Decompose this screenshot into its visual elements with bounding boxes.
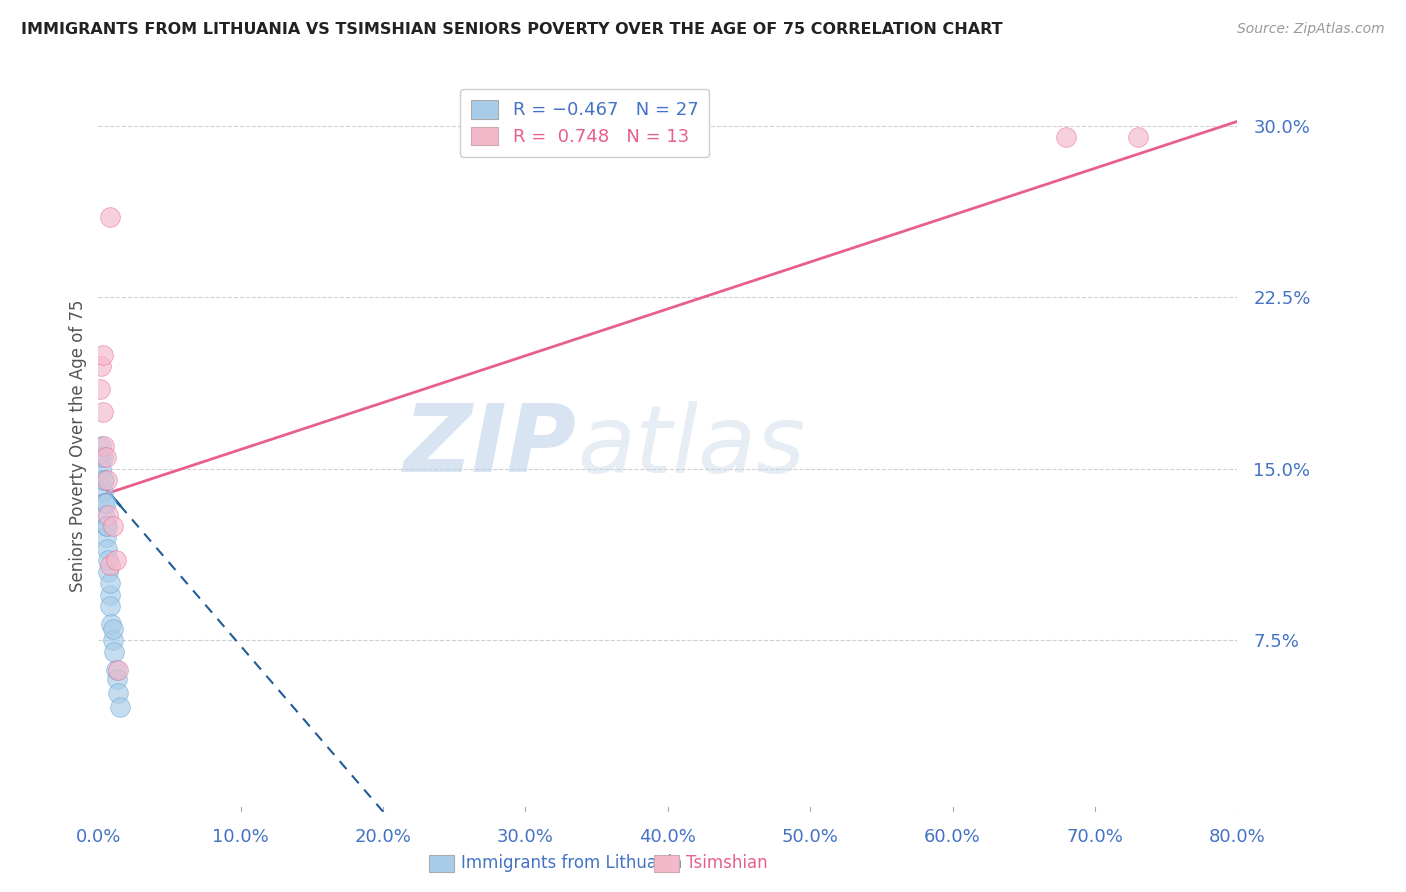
Point — [96, 519, 118, 533]
Text: IMMIGRANTS FROM LITHUANIA VS TSIMSHIAN SENIORS POVERTY OVER THE AGE OF 75 CORREL: IMMIGRANTS FROM LITHUANIA VS TSIMSHIAN S… — [21, 22, 1002, 37]
Point — [1126, 130, 1149, 145]
Point — [101, 633, 124, 648]
Text: ZIP: ZIP — [404, 400, 576, 492]
Point — [107, 663, 129, 677]
Point — [105, 672, 128, 686]
Point — [90, 462, 112, 476]
Point — [94, 519, 117, 533]
Point — [93, 473, 115, 487]
Point — [100, 617, 122, 632]
Point — [90, 439, 112, 453]
Text: atlas: atlas — [576, 401, 806, 491]
Point — [97, 553, 120, 567]
Point — [89, 382, 111, 396]
Text: Tsimshian: Tsimshian — [686, 855, 768, 872]
Point — [107, 686, 129, 700]
Point — [108, 699, 131, 714]
Point — [91, 347, 114, 362]
Point — [93, 508, 115, 522]
Point — [91, 450, 114, 465]
Point — [98, 576, 121, 591]
Point — [101, 519, 124, 533]
Point — [94, 530, 117, 544]
Point — [98, 211, 121, 225]
Point — [103, 645, 125, 659]
Text: Source: ZipAtlas.com: Source: ZipAtlas.com — [1237, 22, 1385, 37]
Point — [91, 484, 114, 499]
Point — [90, 359, 112, 373]
Legend: R = −0.467   N = 27, R =  0.748   N = 13: R = −0.467 N = 27, R = 0.748 N = 13 — [461, 89, 710, 157]
Point — [97, 508, 120, 522]
Point — [1056, 130, 1078, 145]
Point — [104, 663, 127, 677]
Point — [91, 405, 114, 419]
Point — [96, 541, 118, 556]
Point — [94, 496, 117, 510]
Point — [97, 565, 120, 579]
Point — [96, 473, 118, 487]
Point — [98, 558, 121, 572]
Point — [94, 450, 117, 465]
Text: Immigrants from Lithuania: Immigrants from Lithuania — [461, 855, 682, 872]
Point — [104, 553, 127, 567]
Point — [98, 599, 121, 613]
Point — [89, 450, 111, 465]
Point — [98, 588, 121, 602]
Point — [93, 496, 115, 510]
Point — [91, 473, 114, 487]
Point — [101, 622, 124, 636]
Point — [93, 439, 115, 453]
Y-axis label: Seniors Poverty Over the Age of 75: Seniors Poverty Over the Age of 75 — [69, 300, 87, 592]
